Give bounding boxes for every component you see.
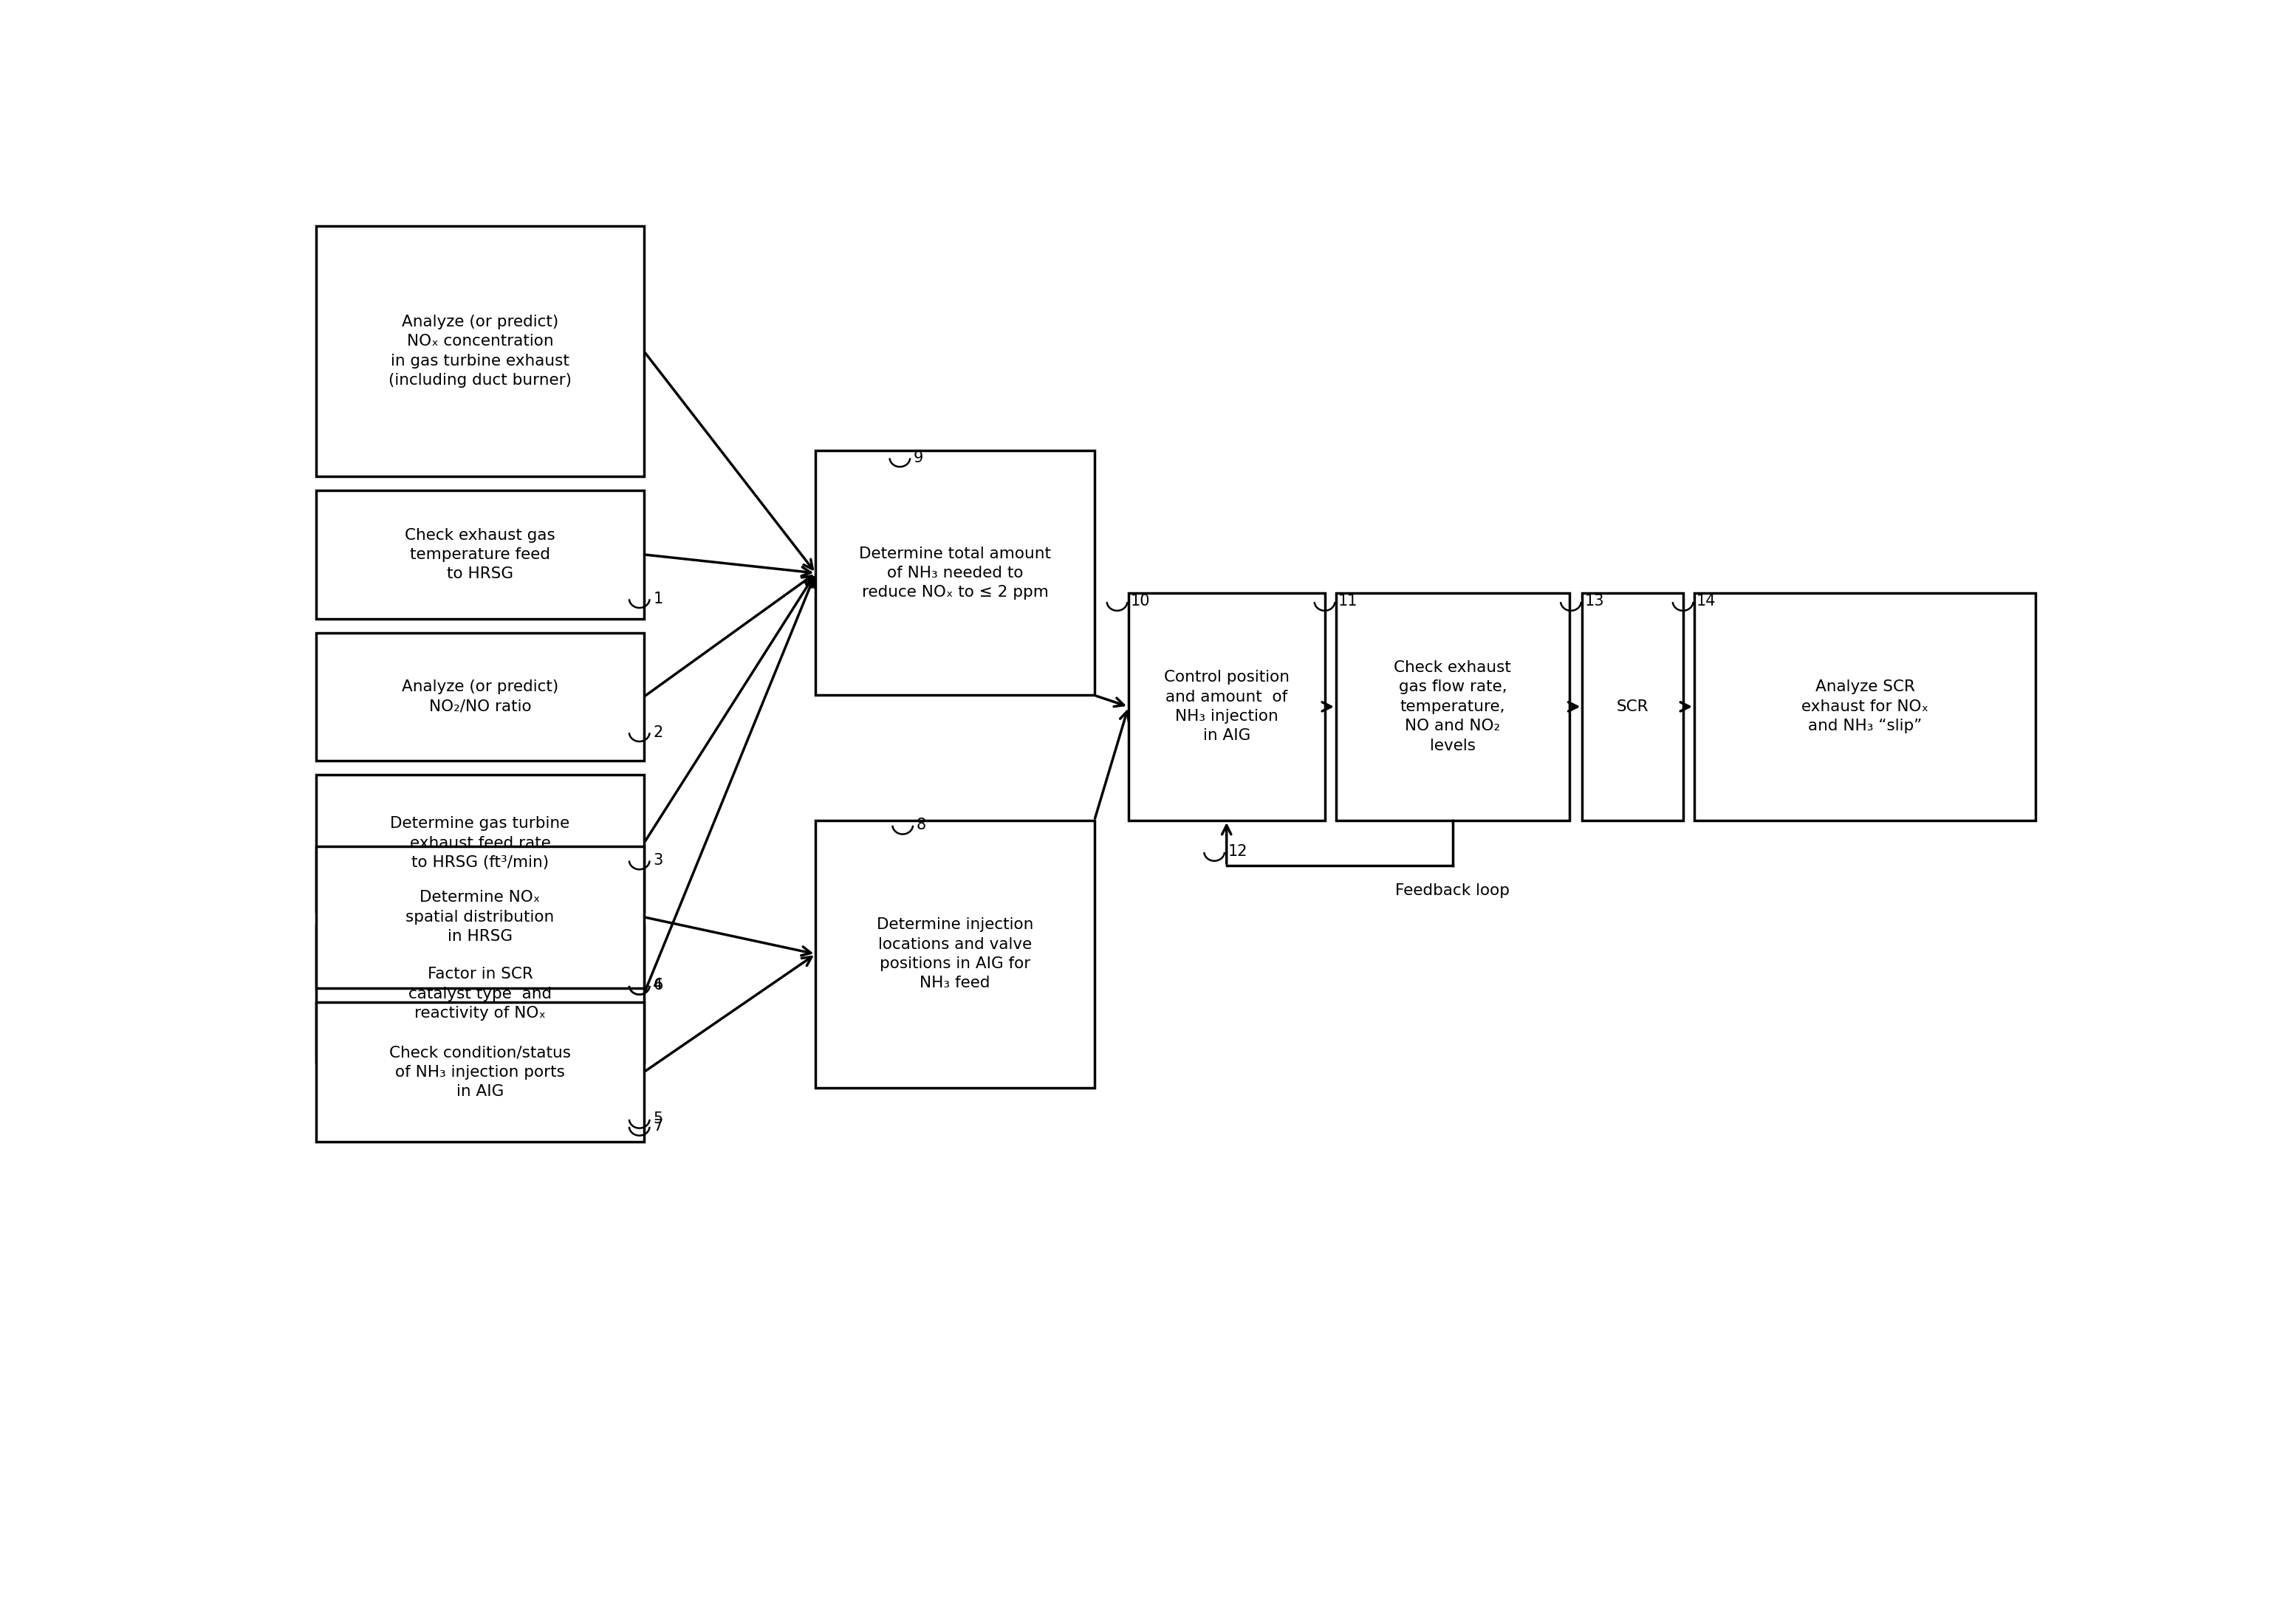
Text: 6: 6: [654, 978, 663, 992]
Text: 4: 4: [654, 978, 663, 992]
Text: Feedback loop: Feedback loop: [1395, 883, 1509, 898]
Text: Determine total amount
of NH₃ needed to
reduce NOₓ to ≤ 2 ppm: Determine total amount of NH₃ needed to …: [858, 546, 1051, 599]
Text: Analyze (or predict)
NOₓ concentration
in gas turbine exhaust
(including duct bu: Analyze (or predict) NOₓ concentration i…: [388, 315, 571, 388]
FancyBboxPatch shape: [317, 490, 645, 619]
FancyBboxPatch shape: [1129, 593, 1324, 820]
Text: Determine injection
locations and valve
positions in AIG for
NH₃ feed: Determine injection locations and valve …: [876, 918, 1032, 991]
Text: Check exhaust
gas flow rate,
temperature,
NO and NO₂
levels: Check exhaust gas flow rate, temperature…: [1395, 661, 1512, 754]
Text: 5: 5: [654, 1111, 663, 1127]
Text: SCR: SCR: [1617, 700, 1649, 715]
FancyBboxPatch shape: [317, 1002, 645, 1142]
Text: 10: 10: [1131, 594, 1149, 609]
FancyBboxPatch shape: [317, 226, 645, 476]
FancyBboxPatch shape: [817, 451, 1094, 695]
Text: 8: 8: [915, 817, 927, 833]
FancyBboxPatch shape: [317, 846, 645, 987]
Text: Check exhaust gas
temperature feed
to HRSG: Check exhaust gas temperature feed to HR…: [406, 528, 555, 581]
Text: 9: 9: [913, 450, 924, 464]
FancyBboxPatch shape: [817, 820, 1094, 1088]
Text: Analyze (or predict)
NO₂/NO ratio: Analyze (or predict) NO₂/NO ratio: [401, 679, 557, 715]
FancyBboxPatch shape: [1335, 593, 1569, 820]
Text: Factor in SCR
catalyst type  and
reactivity of NOₓ: Factor in SCR catalyst type and reactivi…: [408, 966, 553, 1021]
FancyBboxPatch shape: [1583, 593, 1684, 820]
FancyBboxPatch shape: [317, 633, 645, 760]
FancyBboxPatch shape: [317, 775, 645, 911]
Text: 7: 7: [654, 1119, 663, 1134]
Text: 2: 2: [654, 724, 663, 739]
Text: 14: 14: [1698, 594, 1716, 609]
Text: Determine NOₓ
spatial distribution
in HRSG: Determine NOₓ spatial distribution in HR…: [406, 890, 555, 944]
Text: 11: 11: [1337, 594, 1358, 609]
FancyBboxPatch shape: [1695, 593, 2035, 820]
Text: Check condition/status
of NH₃ injection ports
in AIG: Check condition/status of NH₃ injection …: [390, 1046, 571, 1099]
Text: 3: 3: [654, 853, 663, 867]
Text: Analyze SCR
exhaust for NOₓ
and NH₃ “slip”: Analyze SCR exhaust for NOₓ and NH₃ “sli…: [1801, 680, 1929, 734]
Text: 12: 12: [1227, 844, 1248, 859]
FancyBboxPatch shape: [317, 926, 645, 1062]
Text: 1: 1: [654, 591, 663, 606]
Text: Determine gas turbine
exhaust feed rate
to HRSG (ft³/min): Determine gas turbine exhaust feed rate …: [390, 817, 569, 870]
Text: Control position
and amount  of
NH₃ injection
in AIG: Control position and amount of NH₃ injec…: [1163, 671, 1289, 744]
Text: 13: 13: [1585, 594, 1604, 609]
